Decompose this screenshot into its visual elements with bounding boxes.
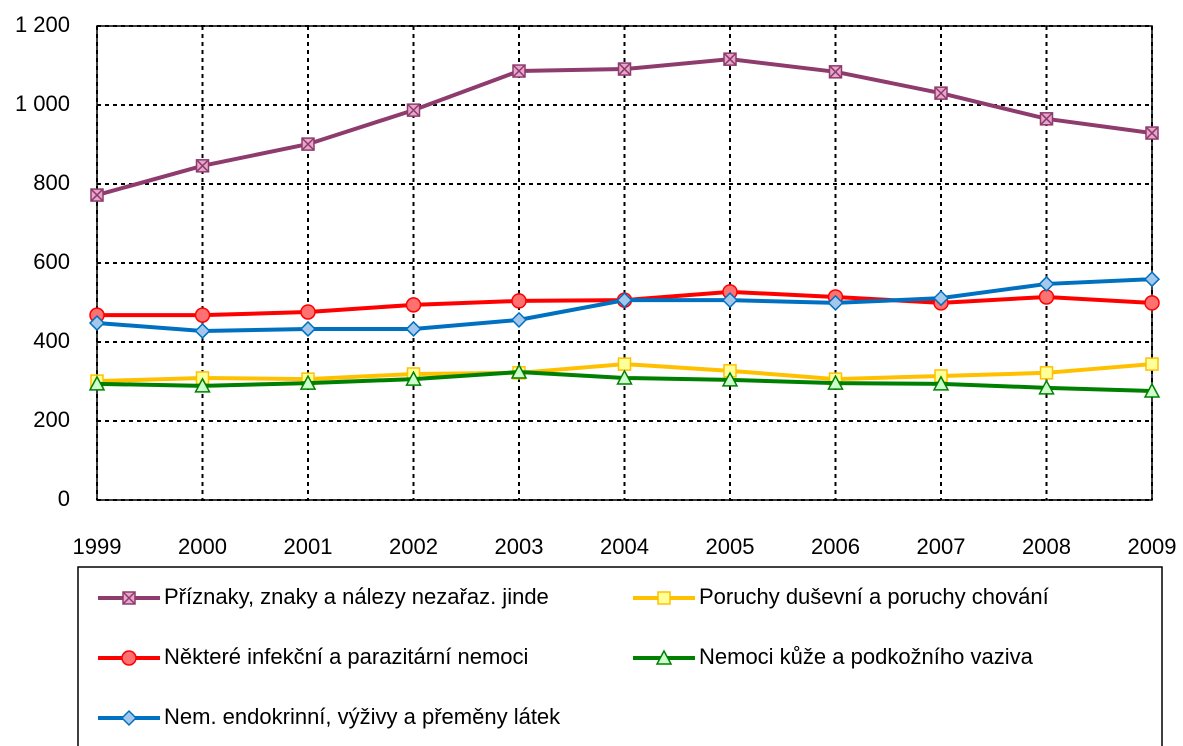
x-tick-label: 1999	[73, 534, 122, 559]
marker	[299, 320, 317, 338]
marker	[120, 709, 138, 727]
marker-cross	[122, 591, 136, 605]
x-tick-label: 2009	[1128, 534, 1177, 559]
legend-label: Poruchy duševní a poruchy chování	[699, 584, 1049, 609]
legend-label: Příznaky, znaky a nálezy nezařaz. jinde	[164, 584, 549, 609]
x-tick-label: 2000	[178, 534, 227, 559]
marker	[827, 374, 844, 390]
marker	[721, 292, 739, 309]
marker	[617, 357, 632, 371]
marker	[405, 297, 422, 313]
marker-cross	[828, 65, 843, 79]
x-tick-label: 2006	[811, 534, 860, 559]
marker	[194, 377, 211, 393]
marker	[655, 649, 673, 665]
plot-frame	[96, 25, 1153, 501]
marker	[299, 374, 317, 390]
marker-cross	[406, 103, 421, 117]
marker-cross	[934, 86, 948, 100]
marker-cross	[1039, 112, 1054, 126]
legend-label: Nem. endokrinní, výživy a přeměny látek	[164, 704, 561, 729]
marker	[827, 294, 844, 311]
marker-cross	[301, 137, 315, 151]
series-line	[96, 57, 1153, 197]
legend-box	[77, 566, 1163, 746]
marker	[1038, 289, 1055, 305]
y-tick-label: 1 200	[15, 12, 70, 37]
marker	[657, 591, 671, 605]
x-tick-label: 2004	[600, 534, 649, 559]
marker	[194, 307, 211, 323]
x-tick-label: 2008	[1022, 534, 1071, 559]
legend-label: Nemoci kůže a podkožního vaziva	[699, 644, 1034, 669]
marker	[88, 314, 106, 332]
marker	[1038, 275, 1055, 292]
y-tick-label: 400	[33, 328, 70, 353]
legend-label: Některé infekční a parazitární nemoci	[164, 644, 528, 669]
marker	[511, 293, 527, 309]
marker	[194, 322, 211, 340]
marker-cross	[195, 159, 210, 173]
marker	[616, 369, 633, 385]
x-tick-label: 2005	[706, 534, 755, 559]
marker	[721, 371, 739, 387]
x-tick-label: 2007	[917, 534, 966, 559]
marker	[1145, 357, 1159, 371]
marker	[300, 304, 316, 320]
marker	[510, 363, 528, 379]
marker-cross	[512, 64, 526, 78]
y-tick-label: 600	[33, 249, 70, 274]
marker	[1144, 295, 1160, 311]
marker	[1143, 271, 1161, 288]
marker	[88, 375, 106, 391]
marker	[510, 311, 528, 328]
y-tick-label: 1 000	[15, 91, 70, 116]
x-tick-label: 2003	[495, 534, 544, 559]
marker-cross	[90, 188, 104, 202]
y-tick-label: 0	[58, 486, 70, 511]
marker	[932, 375, 950, 391]
marker	[1143, 382, 1161, 398]
y-tick-label: 200	[33, 407, 70, 432]
marker	[932, 290, 950, 307]
marker	[405, 320, 422, 338]
marker	[616, 292, 633, 309]
marker	[1039, 366, 1054, 380]
marker-cross	[723, 52, 737, 66]
x-tick-label: 2001	[284, 534, 333, 559]
marker	[121, 650, 137, 666]
x-tick-label: 2002	[389, 534, 438, 559]
marker	[1038, 379, 1055, 395]
y-tick-label: 800	[33, 170, 70, 195]
marker-cross	[1145, 126, 1159, 140]
marker-cross	[617, 62, 632, 76]
marker	[405, 370, 422, 386]
